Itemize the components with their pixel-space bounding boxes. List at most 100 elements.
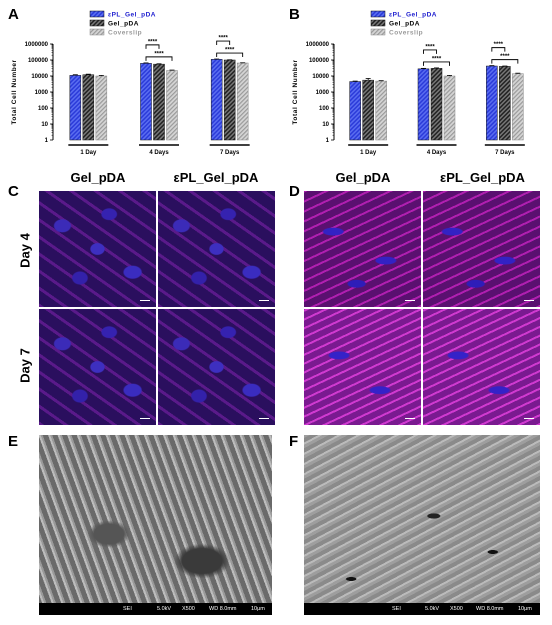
sem-scale: 10μm <box>518 606 532 612</box>
sem-image-e: SEI 5.0kV X500 WD 8.0mm 10μm <box>39 435 272 615</box>
bar <box>95 75 108 141</box>
bar <box>166 70 178 141</box>
legend-label: εPL_Gel_pDA <box>108 12 156 19</box>
significance-label: **** <box>148 39 158 45</box>
significance-bracket <box>145 44 160 49</box>
panel-label-a: A <box>8 6 19 23</box>
bar <box>512 73 524 141</box>
bar <box>486 65 498 141</box>
bar <box>223 59 236 141</box>
significance-label: **** <box>154 51 164 57</box>
sem-wd: WD 8.0mm <box>476 606 504 612</box>
bar <box>375 80 387 141</box>
bar <box>443 75 456 141</box>
bar <box>499 66 511 141</box>
bar <box>69 75 82 141</box>
chart-a-svg: 1 10 100 1000 10000 100000 1000000 Total Cell N… <box>11 10 250 156</box>
scale-bar <box>405 418 415 419</box>
x-category-label: 1 Day <box>80 150 97 156</box>
micrograph-c-epl-day4 <box>158 191 275 307</box>
bar <box>417 68 430 141</box>
x-category-label: 4 Days <box>427 150 447 156</box>
bar-chart-b: 1 10 100 1000 10000 100000 1000000 Total Cell N… <box>289 8 547 163</box>
col-title-c-gel: Gel_pDA <box>70 170 126 185</box>
sem-info-bar: SEI 5.0kV X500 WD 8.0mm 10μm <box>39 603 272 615</box>
scale-bar <box>140 418 150 419</box>
micrograph-d-epl-day4 <box>423 191 540 307</box>
significance-bracket <box>423 49 437 54</box>
chart-b-svg: 1 10 100 1000 10000 100000 1000000 Total Cell N… <box>292 10 525 156</box>
significance-label: **** <box>500 54 510 60</box>
legend-label: Gel_pDA <box>108 21 139 28</box>
y-tick-label: 1 <box>326 138 330 144</box>
bar <box>362 79 374 141</box>
sem-kv: 5.0kV <box>425 606 440 612</box>
x-category-label: 1 Day <box>360 150 377 156</box>
sem-mag: X500 <box>182 606 195 612</box>
bar <box>153 63 165 141</box>
significance-bracket <box>491 59 519 64</box>
legend-swatch <box>89 10 105 18</box>
y-tick-label: 10000 <box>31 74 48 80</box>
micrograph-c-epl-day7 <box>158 309 275 425</box>
panel-label-c: C <box>8 183 19 200</box>
bar <box>82 74 95 141</box>
x-category-label: 7 Days <box>495 150 515 156</box>
sem-mag: X500 <box>450 606 463 612</box>
y-tick-label: 1 <box>45 138 49 144</box>
y-tick-label: 1000 <box>316 90 330 96</box>
y-tick-label: 10 <box>41 122 48 128</box>
legend-label: Coverslip <box>389 30 423 37</box>
significance-bracket <box>216 52 244 58</box>
significance-bracket <box>216 40 231 46</box>
significance-label: **** <box>218 36 228 42</box>
scale-bar <box>259 300 269 301</box>
legend-label: Gel_pDA <box>389 21 420 28</box>
y-tick-label: 100000 <box>309 58 330 64</box>
micrograph-c-gel-day7 <box>39 309 156 425</box>
legend-swatch <box>370 10 386 18</box>
col-title-d-epl: εPL_Gel_pDA <box>440 170 525 185</box>
significance-bracket <box>491 47 506 52</box>
x-category-label: 7 Days <box>220 150 240 156</box>
micrograph-d-gel-day7 <box>304 309 421 425</box>
y-tick-label: 100 <box>38 106 49 112</box>
bar <box>349 81 361 141</box>
legend-label: εPL_Gel_pDA <box>389 12 437 19</box>
bar <box>236 62 249 141</box>
scale-bar <box>259 418 269 419</box>
y-tick-label: 1000 <box>35 90 49 96</box>
sem-image-f: SEI 5.0kV X500 WD 8.0mm 10μm <box>304 435 540 615</box>
x-category-label: 4 Days <box>149 150 169 156</box>
significance-label: **** <box>494 42 504 48</box>
legend-swatch <box>370 28 386 36</box>
significance-label: **** <box>425 44 435 50</box>
y-tick-label: 1000000 <box>306 42 330 48</box>
bar <box>140 63 152 141</box>
legend-label: Coverslip <box>108 30 142 37</box>
sem-info-bar: SEI 5.0kV X500 WD 8.0mm 10μm <box>304 603 540 615</box>
bar <box>210 59 223 141</box>
bar-chart-a: 1 10 100 1000 10000 100000 1000000 Total Cell N… <box>8 8 273 163</box>
significance-label: **** <box>432 56 442 62</box>
sem-scale: 10μm <box>251 606 265 612</box>
y-axis-label: Total Cell Number <box>11 59 18 124</box>
col-title-c-epl: εPL_Gel_pDA <box>173 170 259 185</box>
micrograph-d-gel-day4 <box>304 191 421 307</box>
legend-swatch <box>370 19 386 27</box>
y-tick-label: 10000 <box>312 74 329 80</box>
y-tick-label: 10 <box>322 122 329 128</box>
scale-bar <box>405 300 415 301</box>
panel-label-d: D <box>289 183 300 200</box>
micrograph-c-gel-day4 <box>39 191 156 307</box>
significance-label: **** <box>225 48 235 54</box>
legend-swatch <box>89 28 105 36</box>
micrograph-d-epl-day7 <box>423 309 540 425</box>
panel-label-e: E <box>8 433 19 450</box>
significance-bracket <box>145 56 173 61</box>
row-title-day7: Day 7 <box>17 348 33 383</box>
panel-label-f: F <box>289 433 299 450</box>
col-title-d-gel: Gel_pDA <box>335 170 391 185</box>
y-tick-label: 1000000 <box>25 42 49 48</box>
scale-bar <box>524 418 534 419</box>
